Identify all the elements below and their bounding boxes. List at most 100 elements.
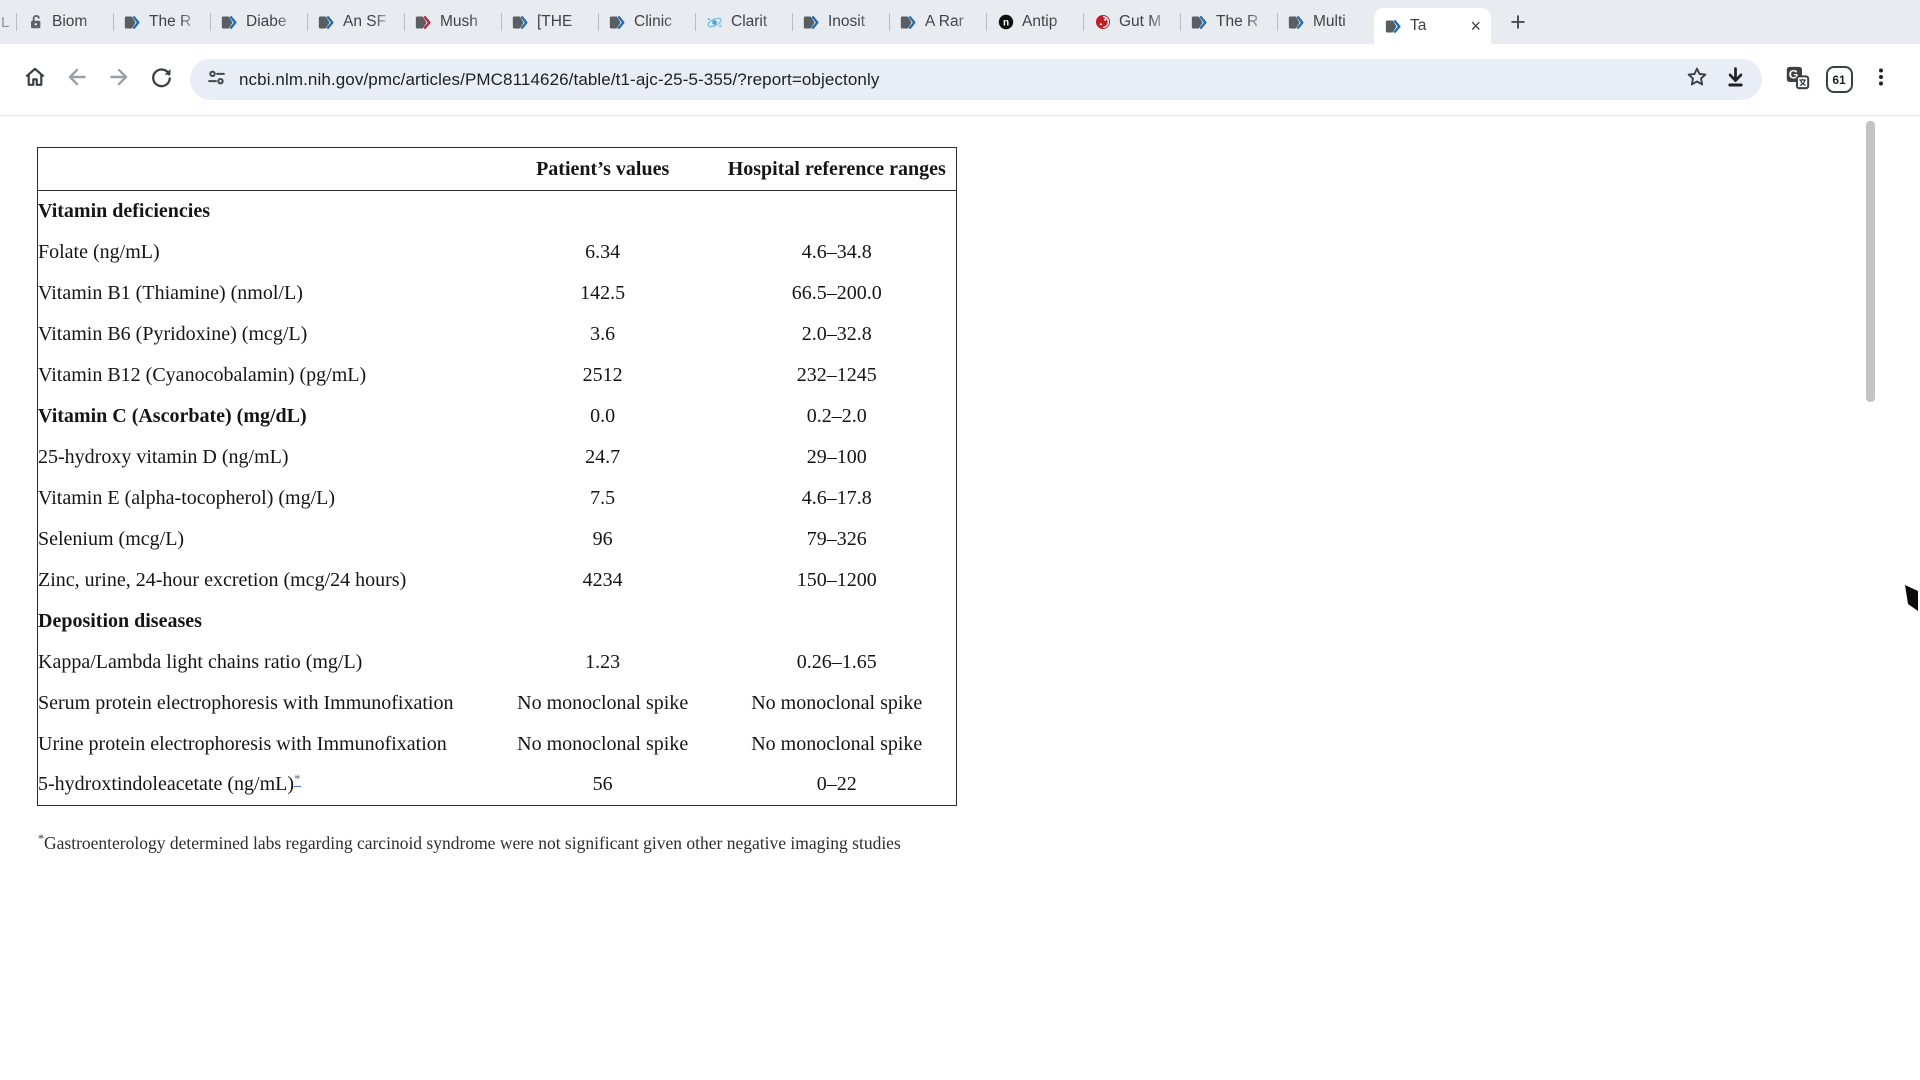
test-name-cell: 25-hydroxy vitamin D (ng/mL) bbox=[38, 437, 488, 478]
patient-value-cell: 4234 bbox=[582, 568, 623, 591]
download-button[interactable] bbox=[1716, 61, 1754, 99]
tab[interactable]: Gut M bbox=[1083, 0, 1180, 44]
test-name: Vitamin E (alpha-tocopherol) (mg/L) bbox=[38, 486, 336, 509]
browser-toolbar: ncbi.nlm.nih.gov/pmc/articles/PMC8114626… bbox=[0, 44, 1920, 116]
reference-range-cell: 4.6–34.8 bbox=[801, 240, 872, 263]
reference-range-cell: 0.2–2.0 bbox=[806, 404, 867, 427]
section-row: Deposition diseases bbox=[38, 601, 957, 642]
tab[interactable]: Biom bbox=[16, 0, 113, 44]
three-dot-menu-icon bbox=[1869, 65, 1893, 94]
tab[interactable]: Mush bbox=[404, 0, 501, 44]
tab-title: Inosit bbox=[828, 13, 866, 30]
pmc-blue-icon bbox=[609, 14, 626, 31]
reference-range-cell: 66.5–200.0 bbox=[791, 281, 882, 304]
patient-value-cell: 142.5 bbox=[580, 281, 626, 304]
url-text[interactable]: ncbi.nlm.nih.gov/pmc/articles/PMC8114626… bbox=[239, 69, 880, 89]
page-content: Patient’s values Hospital reference rang… bbox=[0, 116, 1920, 1079]
patient-value-cell: 96 bbox=[592, 527, 613, 550]
footnote-link[interactable]: * bbox=[294, 770, 301, 787]
svg-text:G: G bbox=[1788, 67, 1798, 81]
table-row: Zinc, urine, 24-hour excretion (mcg/24 h… bbox=[38, 560, 957, 601]
table-header-row: Patient’s values Hospital reference rang… bbox=[37, 147, 957, 191]
pmc-blue-icon bbox=[221, 14, 238, 31]
tab-title: A Rar bbox=[925, 13, 964, 30]
tab-strip: L Biom The R Diabe An SF Mush [THE Clinic Clari… bbox=[0, 0, 1920, 44]
tab[interactable]: An SF bbox=[307, 0, 404, 44]
test-name-cell: Vitamin B12 (Cyanocobalamin) (pg/mL) bbox=[38, 355, 488, 396]
pmc-blue-icon bbox=[1191, 14, 1208, 31]
tab[interactable]: [THE bbox=[501, 0, 598, 44]
test-name: Urine protein electrophoresis with Immun… bbox=[38, 732, 447, 755]
tab[interactable]: Diabe bbox=[210, 0, 307, 44]
tab[interactable]: Clinic bbox=[598, 0, 695, 44]
tab-title: Clinic bbox=[634, 13, 672, 30]
address-bar[interactable]: ncbi.nlm.nih.gov/pmc/articles/PMC8114626… bbox=[190, 59, 1762, 100]
download-icon bbox=[1723, 65, 1748, 95]
table-row: Kappa/Lambda light chains ratio (mg/L) 1.… bbox=[38, 642, 957, 683]
tab[interactable]: n Antip bbox=[986, 0, 1083, 44]
forward-arrow-icon bbox=[106, 64, 132, 95]
lab-results-table: Patient’s values Hospital reference rang… bbox=[37, 147, 957, 806]
test-name: Zinc, urine, 24-hour excretion (mcg/24 h… bbox=[38, 568, 407, 591]
tab-list: Biom The R Diabe An SF Mush [THE Clinic Clarit I… bbox=[16, 0, 1491, 44]
tab-active[interactable]: Ta × bbox=[1374, 8, 1491, 44]
forward-button[interactable] bbox=[98, 59, 140, 101]
reference-range-cell: 0.26–1.65 bbox=[796, 650, 877, 673]
patient-value-cell: No monoclonal spike bbox=[517, 732, 689, 755]
tab-title: Biom bbox=[52, 13, 88, 30]
test-name: Kappa/Lambda light chains ratio (mg/L) bbox=[38, 650, 363, 673]
footnote-text: Gastroenterology determined labs regardi… bbox=[44, 832, 901, 853]
tab[interactable]: Multi bbox=[1277, 0, 1374, 44]
patient-value-cell: 3.6 bbox=[590, 322, 616, 345]
home-icon bbox=[22, 64, 48, 95]
test-name-cell: Serum protein electrophoresis with Immun… bbox=[38, 683, 488, 724]
back-button[interactable] bbox=[56, 59, 98, 101]
reference-ranges-column-header: Hospital reference ranges bbox=[717, 147, 957, 191]
reference-range-cell: 2.0–32.8 bbox=[801, 322, 872, 345]
svg-text:n: n bbox=[1002, 18, 1008, 29]
tab-title: Multi bbox=[1313, 13, 1346, 30]
mouse-cursor bbox=[1905, 584, 1919, 617]
reload-button[interactable] bbox=[140, 59, 182, 101]
n-circle-icon: n bbox=[997, 14, 1014, 31]
table-row: Selenium (mcg/L) 96 79–326 bbox=[38, 519, 957, 560]
table-row: 25-hydroxy vitamin D (ng/mL) 24.7 29–100 bbox=[38, 437, 957, 478]
pmc-blue-icon bbox=[1288, 14, 1305, 31]
test-name: 5-hydroxtindoleacetate (ng/mL) bbox=[38, 773, 295, 796]
test-name: Vitamin B1 (Thiamine) (nmol/L) bbox=[38, 281, 303, 304]
reference-range-cell: No monoclonal spike bbox=[751, 732, 923, 755]
tab[interactable]: A Rar bbox=[889, 0, 986, 44]
reference-range-cell: No monoclonal spike bbox=[751, 691, 923, 714]
tab[interactable]: Clarit bbox=[695, 0, 792, 44]
test-name-cell: Selenium (mcg/L) bbox=[38, 519, 488, 560]
star-icon bbox=[1685, 65, 1709, 94]
site-settings-icon[interactable] bbox=[206, 67, 227, 93]
pmc-red-icon bbox=[415, 14, 432, 31]
pmc-blue-icon bbox=[900, 14, 917, 31]
browser-menu-button[interactable] bbox=[1860, 59, 1902, 101]
extension-counter-button[interactable]: 61 bbox=[1818, 59, 1860, 101]
patient-value-cell: 0.0 bbox=[590, 404, 616, 427]
tab[interactable]: The R bbox=[113, 0, 210, 44]
test-name: Vitamin C (Ascorbate) (mg/dL) bbox=[38, 404, 307, 427]
vertical-scrollbar-thumb[interactable] bbox=[1866, 121, 1875, 402]
test-name: 25-hydroxy vitamin D (ng/mL) bbox=[38, 445, 289, 468]
tab[interactable]: The R bbox=[1180, 0, 1277, 44]
tab[interactable]: Inosit bbox=[792, 0, 889, 44]
home-button[interactable] bbox=[14, 59, 56, 101]
translate-extension-button[interactable]: G bbox=[1776, 59, 1818, 101]
extension-count-badge: 61 bbox=[1825, 66, 1853, 93]
lock-open-icon bbox=[27, 14, 44, 31]
patient-value-cell: 1.23 bbox=[585, 650, 621, 673]
test-name-cell: Kappa/Lambda light chains ratio (mg/L) bbox=[38, 642, 488, 683]
tab-title: Ta bbox=[1410, 17, 1427, 34]
test-name-cell: Zinc, urine, 24-hour excretion (mcg/24 h… bbox=[38, 560, 488, 601]
bookmark-button[interactable] bbox=[1678, 61, 1716, 99]
pmc-blue-icon bbox=[124, 14, 141, 31]
test-name-cell: Urine protein electrophoresis with Immun… bbox=[38, 724, 488, 765]
table-row: Vitamin B6 (Pyridoxine) (mcg/L) 3.6 2.0–32… bbox=[38, 314, 957, 355]
section-row: Vitamin deficiencies bbox=[38, 191, 957, 232]
new-tab-button[interactable]: + bbox=[1510, 6, 1526, 37]
close-tab-icon[interactable]: × bbox=[1470, 16, 1481, 36]
table-row: 5-hydroxtindoleacetate (ng/mL)* 56 0–22 bbox=[38, 765, 957, 806]
